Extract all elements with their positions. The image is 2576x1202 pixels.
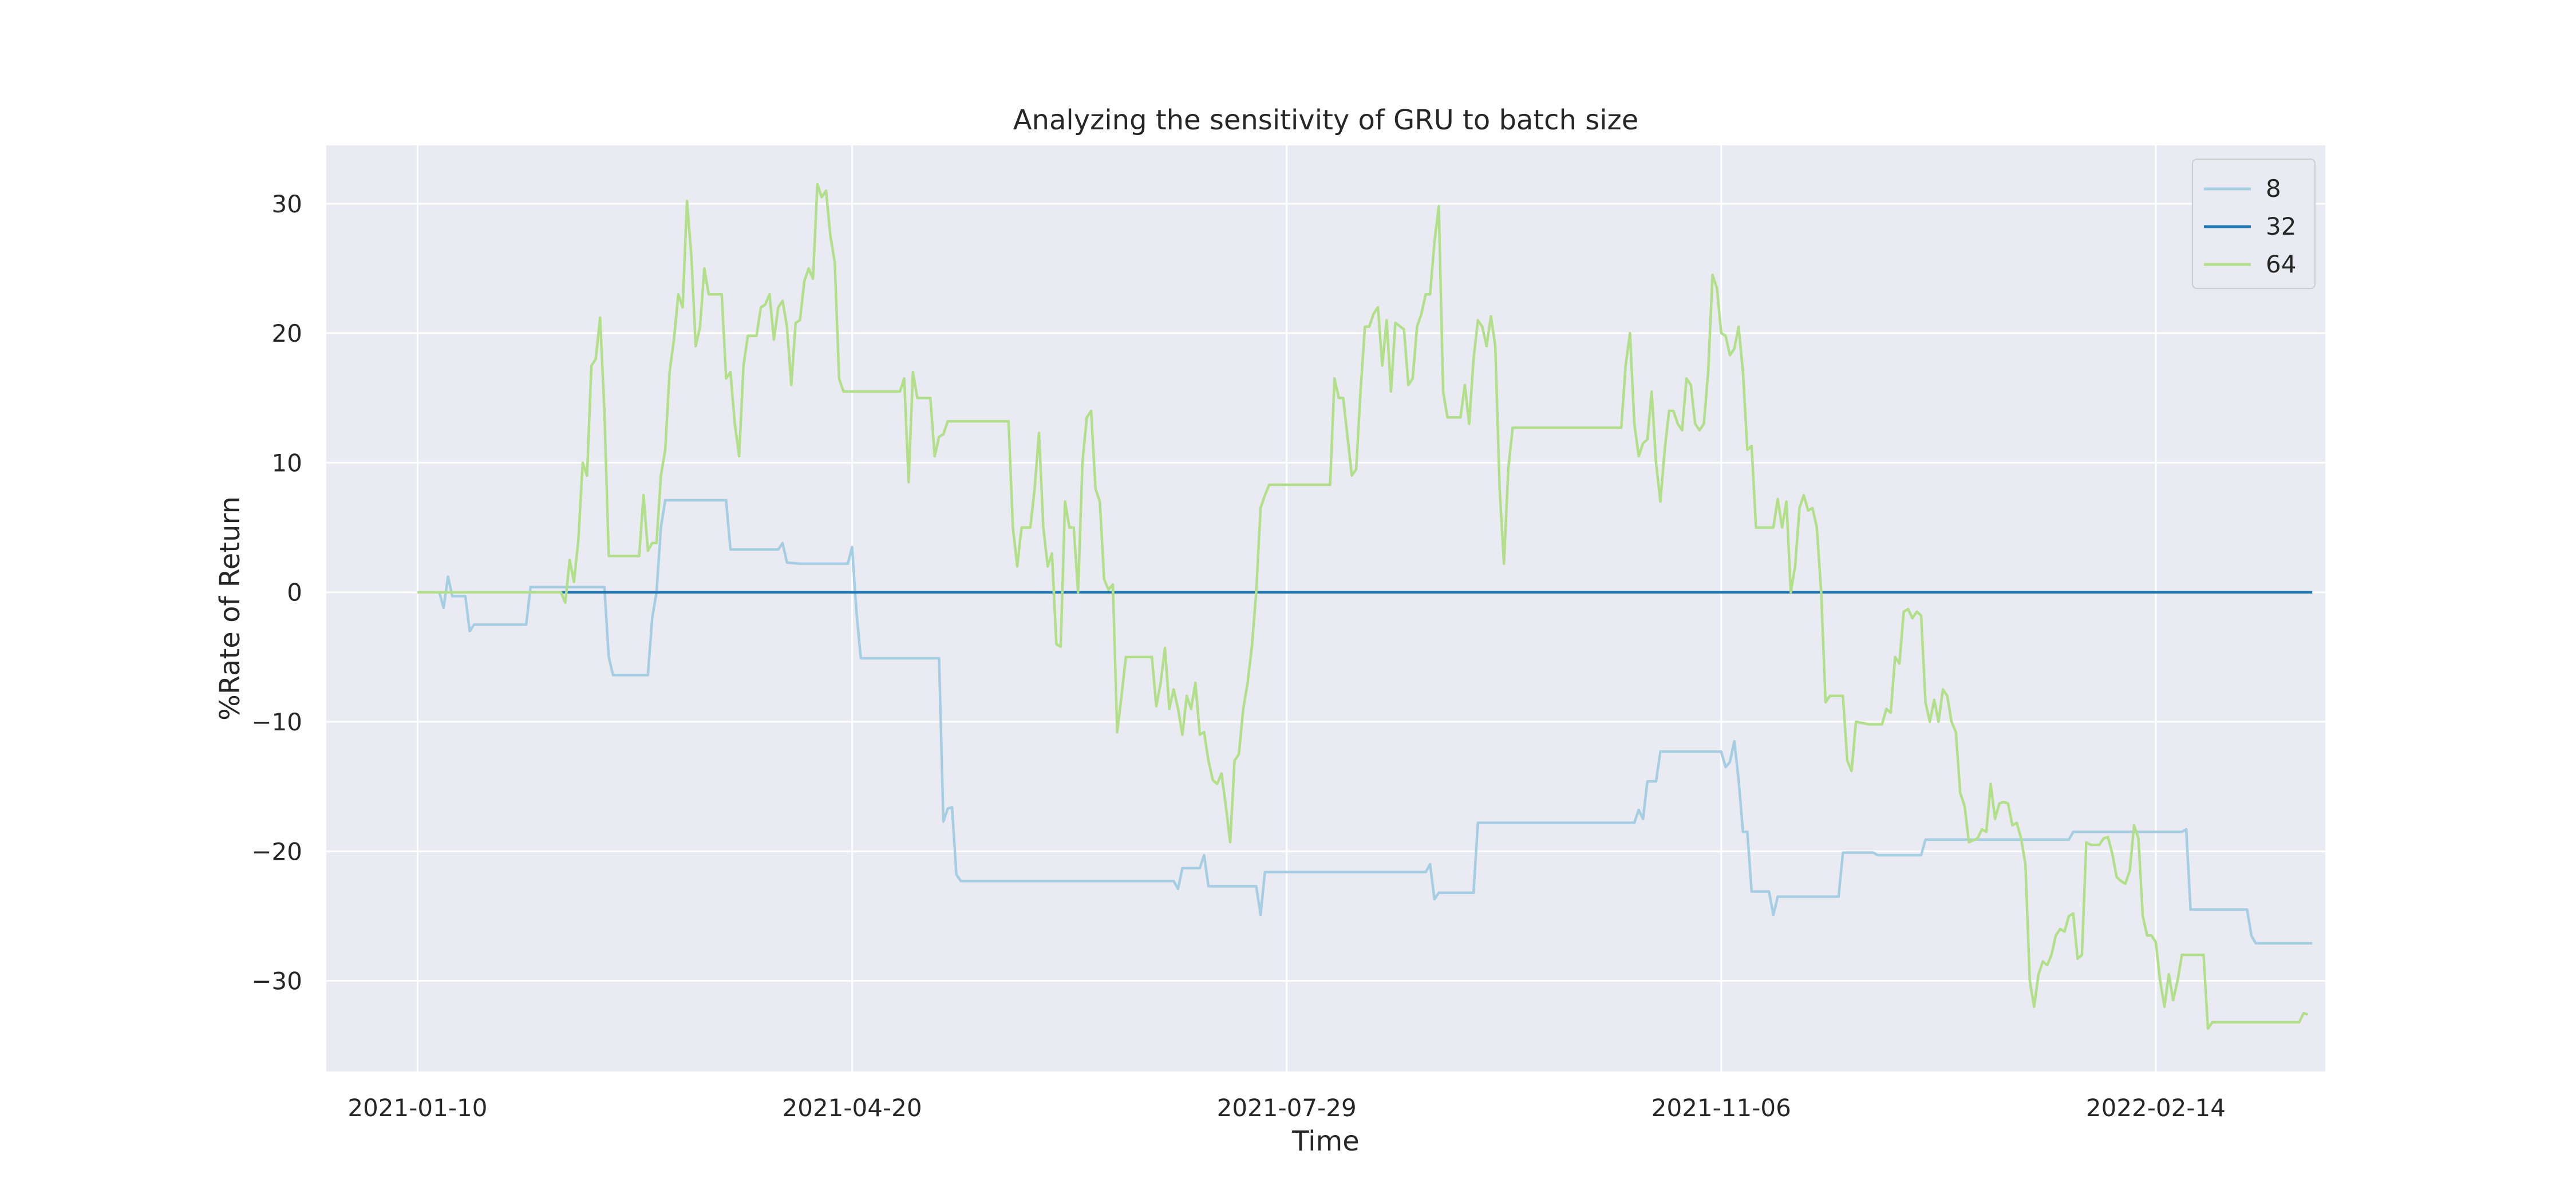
legend-label: 64 [2266, 250, 2296, 278]
y-tick-label: 0 [287, 579, 302, 607]
x-tick-label: 2021-01-10 [347, 1094, 487, 1122]
y-tick-label: −20 [251, 837, 302, 865]
x-tick-label: 2021-07-29 [1217, 1094, 1357, 1122]
y-tick-label: 10 [272, 449, 302, 477]
legend-label: 8 [2266, 175, 2281, 203]
y-axis-label: %Rate of Return [214, 496, 246, 721]
y-tick-label: −30 [251, 967, 302, 995]
series-line-8 [417, 499, 2313, 945]
x-axis-ticks: 2021-01-10 2021-04-20 2021-07-29 2021-11-06… [347, 1094, 2226, 1122]
x-tick-label: 2022-02-14 [2086, 1094, 2226, 1122]
plot-area [326, 145, 2325, 1071]
chart-title: Analyzing the sensitivity of GRU to batc… [1013, 104, 1639, 136]
legend-label: 32 [2266, 212, 2296, 240]
legend: 8 32 64 [2192, 159, 2316, 289]
x-tick-label: 2021-04-20 [783, 1094, 922, 1122]
series-lines [417, 183, 2313, 1030]
x-axis-label: Time [1291, 1125, 1359, 1157]
legend-box [2192, 159, 2316, 289]
y-tick-label: 30 [272, 190, 302, 218]
y-tick-label: 20 [272, 319, 302, 347]
y-axis-ticks: −30 −20 −10 0 10 20 30 [251, 190, 302, 995]
y-tick-label: −10 [251, 708, 302, 736]
series-line-64 [417, 183, 2309, 1030]
x-tick-label: 2021-11-06 [1652, 1094, 1791, 1122]
